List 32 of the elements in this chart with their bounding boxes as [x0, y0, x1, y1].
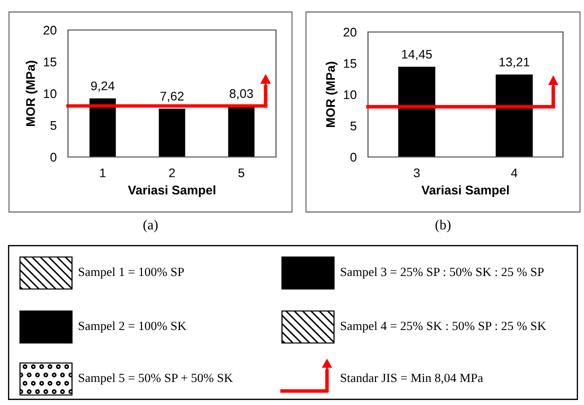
data-label: 7,62	[160, 92, 184, 102]
y-tick-label: 20	[344, 28, 356, 37]
x-tick-label: 2	[169, 168, 175, 178]
data-label: 8,03	[230, 89, 253, 100]
data-label: 9,24	[91, 81, 114, 92]
text: Standar JIS = Min 8,04 MPa	[340, 373, 483, 384]
x-axis-title: Variasi Sampel	[128, 185, 216, 197]
x-tick-label: 5	[238, 168, 244, 178]
y-tick-label: 10	[344, 90, 356, 100]
text: Sampel 1 = 100% SP	[78, 267, 184, 279]
y-tick-label: 0	[350, 152, 356, 162]
text: Sampel 2 = 100% SK	[78, 321, 186, 333]
text: (b)	[436, 220, 450, 232]
y-tick-label: 5	[50, 121, 56, 130]
text: Sampel 3 = 25% SP : 50% SK : 25 % SP	[340, 267, 544, 279]
data-label: 14,45	[402, 50, 432, 60]
x-tick-label: 3	[414, 168, 420, 178]
y-tick-label: 0	[50, 152, 56, 162]
text: (a)	[143, 220, 158, 232]
data-label: 13,21	[500, 58, 530, 68]
y-axis-title: MOR (MPa)	[326, 62, 338, 127]
text: Sampel 4 = 25% SK : 50% SP : 25 % SK	[340, 321, 546, 333]
y-tick-label: 10	[44, 89, 56, 98]
x-tick-label: 1	[100, 168, 106, 178]
y-tick-label: 15	[44, 58, 56, 66]
y-axis-title: MOR (MPa)	[26, 60, 38, 126]
text: Sampel 5 = 50% SP + 50% SK	[78, 373, 233, 385]
x-axis-title: Variasi Sampel	[421, 185, 509, 197]
y-tick-label: 20	[44, 26, 56, 35]
y-tick-label: 5	[350, 122, 356, 130]
x-tick-label: 4	[511, 168, 518, 178]
y-tick-label: 15	[344, 59, 356, 68]
